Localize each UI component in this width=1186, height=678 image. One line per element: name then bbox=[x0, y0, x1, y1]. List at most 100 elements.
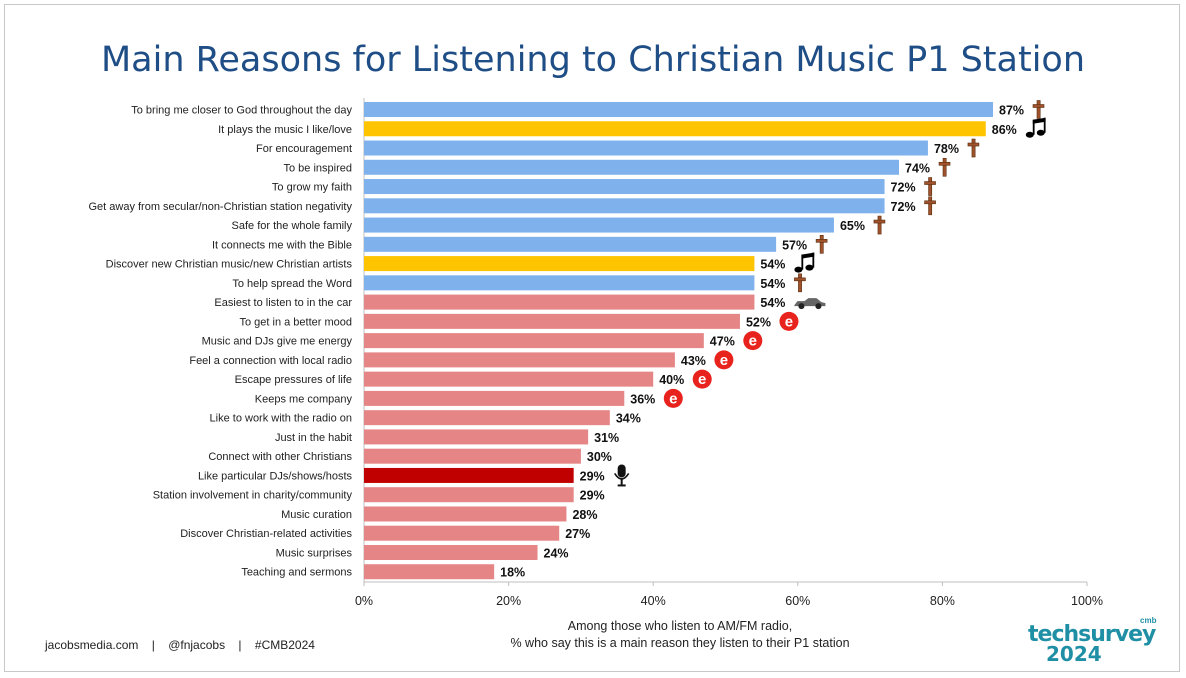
category-label: Discover new Christian music/new Christi… bbox=[106, 259, 353, 271]
value-label: 28% bbox=[572, 508, 597, 522]
chart-note: Among those who listen to AM/FM radio, %… bbox=[360, 618, 1000, 652]
footer: jacobsmedia.com | @fnjacobs | #CMB2024 bbox=[45, 638, 315, 652]
value-label: 54% bbox=[760, 296, 785, 310]
category-label: To be inspired bbox=[284, 162, 353, 174]
category-label: To bring me closer to God throughout the… bbox=[131, 105, 352, 117]
value-label: 29% bbox=[580, 469, 605, 483]
value-label: 65% bbox=[840, 219, 865, 233]
cross-icon bbox=[924, 196, 936, 216]
value-label: 18% bbox=[500, 566, 525, 580]
cross-icon bbox=[924, 177, 936, 196]
bar bbox=[364, 140, 928, 156]
svg-text:e: e bbox=[669, 390, 677, 407]
bar bbox=[364, 159, 900, 175]
x-tick-label: 100% bbox=[1071, 594, 1103, 608]
bar bbox=[364, 506, 567, 522]
cross-icon bbox=[1032, 100, 1045, 119]
category-label: To get in a better mood bbox=[239, 316, 352, 328]
value-label: 40% bbox=[659, 373, 684, 387]
category-label: It connects me with the Bible bbox=[212, 239, 352, 251]
category-label: Get away from secular/non-Christian stat… bbox=[88, 201, 352, 213]
note-line-2: % who say this is a main reason they lis… bbox=[510, 636, 850, 650]
category-label: Escape pressures of life bbox=[235, 374, 352, 386]
cross-icon bbox=[967, 138, 980, 158]
bar bbox=[364, 371, 654, 387]
category-label: It plays the music I like/love bbox=[218, 124, 352, 136]
e-icon: e bbox=[692, 369, 712, 389]
category-label: Like to work with the radio on bbox=[210, 413, 352, 425]
category-label: Like particular DJs/shows/hosts bbox=[198, 470, 353, 482]
svg-text:e: e bbox=[720, 352, 728, 369]
note-line-1: Among those who listen to AM/FM radio, bbox=[567, 619, 793, 633]
footer-hashtag: #CMB2024 bbox=[254, 638, 315, 652]
e-icon: e bbox=[663, 388, 683, 408]
value-label: 57% bbox=[782, 238, 807, 252]
value-label: 30% bbox=[587, 450, 612, 464]
e-icon: e bbox=[743, 331, 763, 351]
logo-year: 2024 bbox=[1046, 642, 1102, 666]
category-label: To help spread the Word bbox=[232, 278, 352, 290]
bar bbox=[364, 236, 777, 252]
bar bbox=[364, 352, 675, 368]
value-label: 27% bbox=[565, 527, 590, 541]
microphone-icon bbox=[613, 464, 630, 487]
svg-text:e: e bbox=[698, 371, 706, 388]
cross-icon bbox=[794, 273, 806, 293]
music-note-icon bbox=[1025, 117, 1046, 138]
bar bbox=[364, 564, 495, 580]
bar bbox=[364, 121, 986, 137]
bar bbox=[364, 294, 755, 310]
svg-text:e: e bbox=[785, 313, 793, 330]
value-label: 34% bbox=[616, 412, 641, 426]
e-icon: e bbox=[779, 311, 799, 331]
value-label: 31% bbox=[594, 431, 619, 445]
value-label: 36% bbox=[630, 392, 655, 406]
value-label: 74% bbox=[905, 161, 930, 175]
category-label: Just in the habit bbox=[275, 432, 352, 444]
category-label: Music and DJs give me energy bbox=[202, 336, 353, 348]
category-label: For encouragement bbox=[256, 143, 352, 155]
x-tick-label: 20% bbox=[496, 594, 521, 608]
bar bbox=[364, 448, 581, 464]
bar bbox=[364, 390, 625, 406]
value-label: 86% bbox=[992, 123, 1017, 137]
value-label: 52% bbox=[746, 315, 771, 329]
category-label: Connect with other Christians bbox=[208, 451, 352, 463]
category-label: Music surprises bbox=[276, 547, 353, 559]
value-label: 87% bbox=[999, 104, 1024, 118]
chart-title: Main Reasons for Listening to Christian … bbox=[100, 40, 1086, 80]
logo-brand: techsurvey bbox=[1028, 622, 1156, 647]
bar bbox=[364, 179, 885, 195]
e-icon: e bbox=[714, 350, 734, 370]
value-label: 24% bbox=[544, 546, 569, 560]
bar bbox=[364, 410, 610, 426]
cross-icon bbox=[815, 235, 828, 254]
footer-separator: | bbox=[238, 638, 242, 652]
svg-text:e: e bbox=[749, 333, 757, 350]
car-icon bbox=[794, 298, 826, 310]
bar bbox=[364, 275, 755, 291]
bar bbox=[364, 198, 885, 214]
x-tick-label: 0% bbox=[355, 594, 373, 608]
category-label: Keeps me company bbox=[255, 393, 353, 405]
bar bbox=[364, 217, 834, 233]
bar bbox=[364, 256, 755, 272]
footer-handle: @fnjacobs bbox=[168, 638, 226, 652]
bar bbox=[364, 102, 994, 117]
category-label: Feel a connection with local radio bbox=[189, 355, 352, 367]
value-label: 78% bbox=[934, 142, 959, 156]
music-note-icon bbox=[794, 252, 815, 273]
category-label: Station involvement in charity/community bbox=[153, 490, 353, 502]
value-label: 47% bbox=[710, 335, 735, 349]
bar bbox=[364, 429, 589, 445]
category-label: Easiest to listen to in the car bbox=[214, 297, 352, 309]
x-tick-label: 40% bbox=[641, 594, 666, 608]
techsurvey-logo: techsurvey cmb 2024 bbox=[1028, 616, 1178, 668]
x-tick-label: 80% bbox=[930, 594, 955, 608]
footer-site: jacobsmedia.com bbox=[45, 638, 139, 652]
bar bbox=[364, 525, 560, 541]
footer-separator: | bbox=[151, 638, 155, 652]
bar bbox=[364, 313, 740, 329]
value-label: 54% bbox=[760, 277, 785, 291]
